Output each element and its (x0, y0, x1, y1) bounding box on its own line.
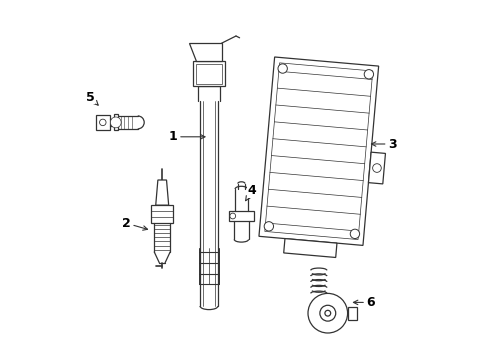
Text: 5: 5 (86, 91, 98, 105)
Polygon shape (193, 61, 225, 86)
Circle shape (264, 222, 273, 231)
Circle shape (278, 64, 287, 73)
Polygon shape (96, 115, 110, 130)
Circle shape (230, 213, 236, 219)
Circle shape (372, 164, 381, 172)
Circle shape (325, 310, 331, 316)
Polygon shape (265, 63, 373, 239)
Polygon shape (368, 152, 386, 184)
Circle shape (308, 293, 347, 333)
Circle shape (110, 117, 121, 128)
Circle shape (99, 119, 106, 126)
Polygon shape (196, 64, 222, 84)
Polygon shape (114, 114, 118, 130)
Polygon shape (284, 239, 337, 257)
Polygon shape (156, 180, 169, 205)
Polygon shape (229, 211, 254, 221)
Text: 4: 4 (245, 184, 257, 201)
Circle shape (320, 305, 336, 321)
Polygon shape (151, 205, 173, 223)
Circle shape (364, 69, 373, 79)
Text: 6: 6 (353, 296, 375, 309)
Text: 2: 2 (122, 217, 147, 230)
Text: 3: 3 (371, 138, 397, 150)
Polygon shape (189, 43, 221, 61)
Polygon shape (259, 57, 379, 246)
Text: 1: 1 (169, 130, 205, 143)
Polygon shape (347, 307, 357, 320)
Circle shape (350, 229, 360, 239)
